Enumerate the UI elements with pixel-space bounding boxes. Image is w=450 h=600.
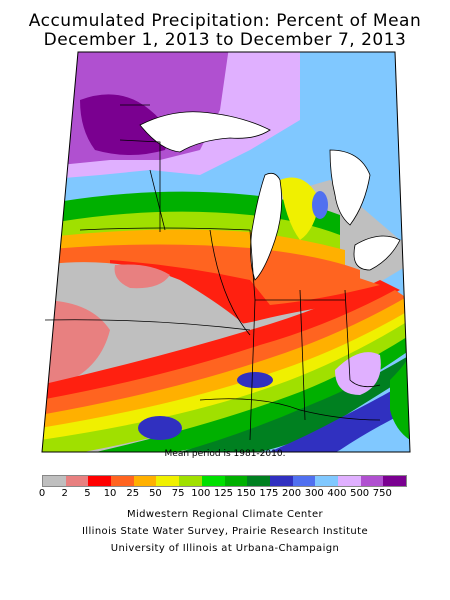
zone-purple <box>80 94 168 155</box>
legend-swatch <box>201 476 225 486</box>
zone-green-east <box>390 355 410 440</box>
band-orange-south <box>42 290 410 420</box>
border-ky-tn <box>199 398 381 421</box>
color-legend-labels: 0 2 5 10 25 50 75 100 125 150 175 200 300 400 500 750 <box>38 488 405 500</box>
legend-swatch <box>133 476 157 486</box>
legend-label: 300 <box>304 488 324 499</box>
legend-swatch <box>383 476 406 486</box>
zone-navy-center <box>237 372 273 388</box>
legend-swatch <box>315 476 338 486</box>
band-red-north <box>110 260 370 325</box>
map-frame <box>41 51 411 453</box>
legend-swatch <box>360 476 384 486</box>
zone-lilac-se <box>335 352 381 395</box>
border-wi-mn-south <box>149 169 166 231</box>
map-title-line1: Accumulated Precipitation: Percent of Me… <box>28 11 422 31</box>
border-mn-wi <box>119 139 161 232</box>
map-title-line2: December 1, 2013 to December 7, 2013 <box>43 30 407 50</box>
lake-erie <box>353 235 401 271</box>
state-boundaries <box>44 104 381 441</box>
legend-label: 750 <box>372 488 392 499</box>
precipitation-fill <box>42 52 410 452</box>
legend-label: 75 <box>171 488 185 499</box>
lake-superior <box>139 111 271 153</box>
legend-label: 100 <box>191 488 211 499</box>
legend-label: 10 <box>103 488 117 499</box>
legend-label: 200 <box>282 488 302 499</box>
legend-label: 5 <box>84 488 91 499</box>
legend-swatch <box>224 476 248 486</box>
legend-swatch <box>65 476 89 486</box>
border-iowa-missouri <box>44 319 251 331</box>
border-iowa-north <box>79 227 251 231</box>
border-in-oh <box>299 289 306 421</box>
band-red-south <box>42 280 400 405</box>
band-darkgreen-south <box>150 355 410 452</box>
legend-label: 0 <box>38 488 46 499</box>
legend-swatch <box>337 476 361 486</box>
band-yellow-south <box>42 310 410 450</box>
zone-pink-north <box>114 264 170 289</box>
great-lakes <box>139 111 401 281</box>
credit-isws: Illinois State Water Survey, Prairie Res… <box>81 526 369 537</box>
zone-pink-west <box>42 300 110 390</box>
lake-michigan <box>250 172 283 281</box>
legend-swatch <box>247 476 270 486</box>
legend-label: 25 <box>126 488 140 499</box>
zone-navy-sw <box>138 416 182 440</box>
legend-swatch <box>43 476 66 486</box>
zone-blue-michigan <box>312 191 328 219</box>
legend-label: 175 <box>259 488 279 499</box>
border-iowa-il <box>209 229 251 336</box>
legend-label: 50 <box>149 488 162 499</box>
legend-label: 500 <box>350 488 370 499</box>
legend-swatch <box>179 476 202 486</box>
legend-swatch <box>88 476 112 486</box>
zone-yellow-michigan <box>280 177 320 240</box>
credit-mrcc: Midwestern Regional Climate Center <box>126 509 324 520</box>
color-legend-bar <box>42 475 407 487</box>
zone-orange-east <box>250 271 380 305</box>
credit-uiuc: University of Illinois at Urbana-Champai… <box>110 543 340 554</box>
legend-label: 400 <box>327 488 347 499</box>
legend-swatch <box>111 476 134 486</box>
legend-swatch <box>156 476 180 486</box>
border-oh-pa <box>344 289 381 388</box>
band-lime-south <box>42 320 410 452</box>
band-gold-south <box>42 298 410 435</box>
legend-label: 2 <box>61 488 68 499</box>
lake-huron <box>329 149 371 226</box>
mean-period-note: Mean period is 1981-2010. <box>164 449 286 459</box>
legend-swatch <box>292 476 316 486</box>
legend-label: 125 <box>213 488 234 499</box>
legend-swatch <box>269 476 293 486</box>
legend-label: 150 <box>236 488 256 499</box>
